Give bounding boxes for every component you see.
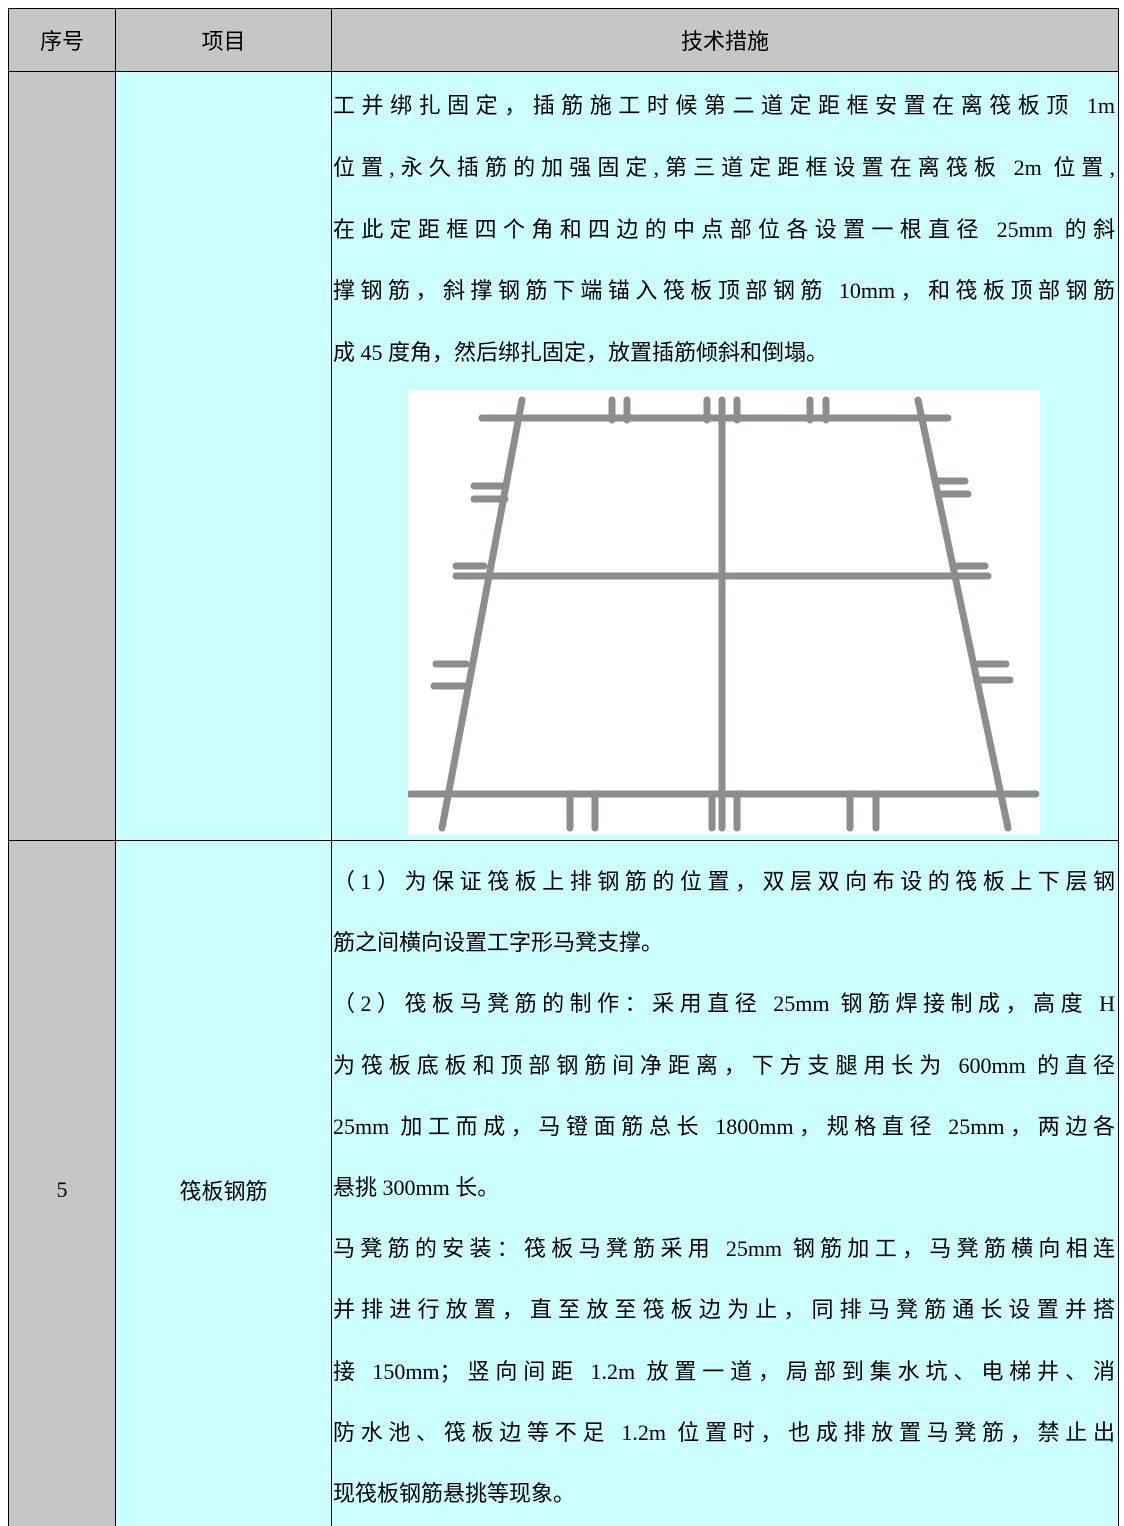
cell	[115, 71, 332, 841]
text-line: （1）为保证筏板上排钢筋的位置，双层双向布设的筏板上下层钢	[333, 869, 1115, 894]
text-line: 撑钢筋，斜撑钢筋下端锚入筏板顶部钢筋 10mm，和筏板顶部钢筋	[333, 278, 1115, 304]
text-line: 悬挑 300mm 长。	[333, 1175, 500, 1200]
text-line: 防水池、筏板边等不足 1.2m 位置时，也成排放置马凳筋，禁止出	[333, 1419, 1115, 1445]
text-line: 现筏板钢筋悬挑等现象。	[333, 1481, 576, 1506]
row-number: 5	[56, 1177, 68, 1202]
text-line: 位置,永久插筋的加强固定,第三道定距框设置在离筏板 2m 位置,	[333, 154, 1115, 180]
text-line: 并排进行放置，直至放至筏板边为止，同排马凳筋通长设置并搭	[333, 1297, 1115, 1323]
measures-cell	[331, 840, 1119, 1526]
cell	[8, 71, 116, 841]
header-cell: 序号	[8, 8, 116, 72]
header-text: 技术措施	[680, 29, 769, 54]
header-text: 项目	[201, 29, 246, 54]
header-cell: 项目	[115, 8, 332, 72]
text-line: 筋之间横向设置工字形马凳支撑。	[333, 930, 664, 956]
rebar-figure	[408, 390, 1040, 835]
text-line: 马凳筋的安装：筏板马凳筋采用 25mm 钢筋加工，马凳筋横向相连	[333, 1236, 1115, 1262]
text-line: 25mm 加工而成，马镫面筋总长 1800mm，规格直径 25mm，两边各	[333, 1113, 1115, 1139]
item-cell: 筏板钢筋	[115, 840, 332, 1526]
number-cell: 5	[8, 840, 116, 1526]
header-cell: 技术措施	[331, 8, 1119, 72]
text-line: 工并绑扎固定，插筋施工时候第二道定距框安置在离筏板顶 1m	[333, 93, 1115, 118]
text-line: 为筏板底板和顶部钢筋间净距离，下方支腿用长为 600mm 的直径	[333, 1052, 1115, 1078]
text-line: 成 45 度角，然后绑扎固定，放置插筋倾斜和倒塌。	[333, 340, 829, 366]
row-item: 筏板钢筋	[179, 1179, 268, 1204]
text-line: （2）筏板马凳筋的制作：采用直径 25mm 钢筋焊接制成，高度 H	[333, 991, 1115, 1017]
header-text: 序号	[39, 29, 84, 54]
text-line: 在此定距框四个角和四边的中点部位各设置一根直径 25mm 的斜	[333, 216, 1115, 242]
text-line: 接 150mm；竖向间距 1.2m 放置一道，局部到集水坑、电梯井、消	[333, 1358, 1115, 1384]
